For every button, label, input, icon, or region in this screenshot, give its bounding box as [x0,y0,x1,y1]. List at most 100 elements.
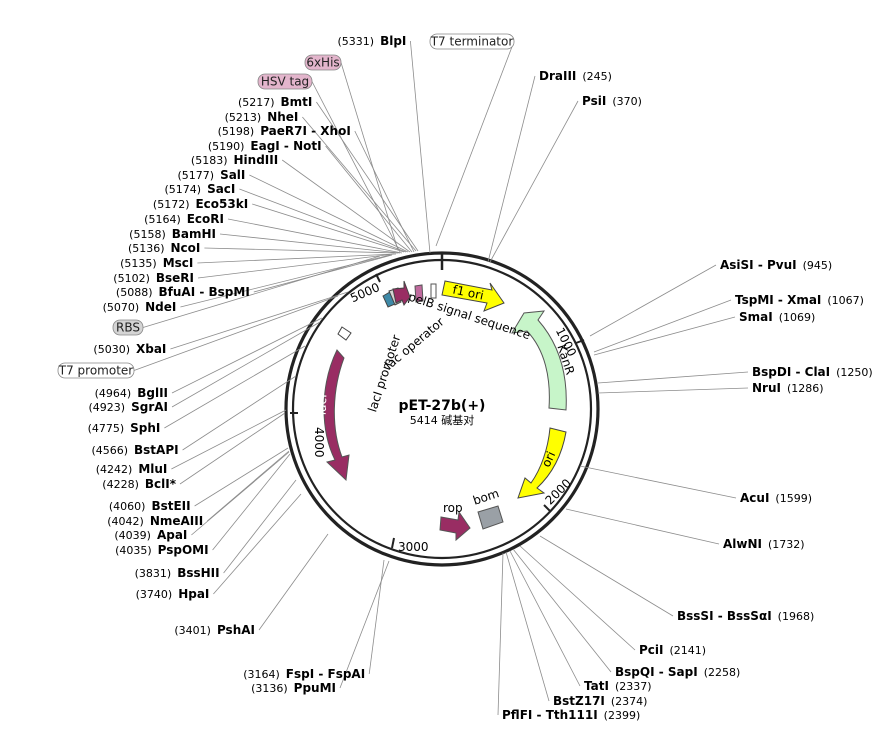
site-label-nmeaiii: (4042) NmeAIII [107,514,203,528]
site-label-bstz17i: BstZ17I (2374) [553,694,647,708]
tag-hsv: HSV tag [257,73,313,90]
site-label-eco53ki: (5172) Eco53kI [153,197,248,211]
leader-line [182,375,297,451]
leader-line [497,552,504,716]
site-label-bspdi-clai: BspDI - ClaI (1250) [752,365,873,379]
site-label-fspi-fspai: (3164) FspI - FspAI [243,667,365,681]
site-label-bsshii: (3831) BssHII [135,566,220,580]
leader-line [171,317,323,394]
leader-line [171,409,287,470]
leader-line [219,233,401,254]
feature-label-bom: bom [471,486,501,508]
leader-line [227,218,403,254]
feature-laci: lacI [315,349,350,482]
tick-4000: 4000 [290,412,326,458]
leader-line [593,299,732,353]
site-label-blpi: (5331) BlpI [337,34,406,48]
site-label-acui: AcuI (1599) [740,491,812,505]
site-label-saci: (5174) SacI [164,182,235,196]
leader-line [597,371,749,384]
site-label-bglii: (4964) BglII [95,386,168,400]
leader-line [239,188,407,253]
site-labels: DraIII (245) PsiI (370) AsiSI - PvuI (945) Tsp… [57,33,873,722]
feature-ori: ori [517,427,567,499]
site-label-psii: PsiI (370) [582,94,642,108]
leader-line [223,479,297,574]
tag-t7-promoter: T7 promoter [57,362,135,379]
site-label-bstapi: (4566) BstAPI [91,443,178,457]
feature-his-tags [382,280,411,308]
leader-line [204,247,399,254]
leader-line [252,203,405,253]
tick-2000: 2000 [543,476,574,512]
leader-line [340,62,399,251]
site-label-bsssi-bsss-i: BssSI - BssSαI (1968) [677,609,814,623]
tick-3000: 3000 [391,537,429,554]
leader-line [565,508,720,545]
leader-line [249,174,409,253]
site-label-paer7i-xhoi: (5198) PaeR7I - XhoI [218,124,351,138]
site-label-hindiii: (5183) HindIII [191,153,278,167]
site-label-tspmi-xmai: TspMI - XmaI (1067) [735,293,864,307]
leader-line [505,551,550,702]
leader-line [164,345,306,429]
leader-line [206,450,290,522]
leader-line [509,550,581,687]
site-label-draiii: DraIII (245) [539,69,612,83]
site-label-mlui: (4242) MluI [96,462,168,476]
leader-line [179,412,286,485]
leader-line [171,321,321,408]
site-label-bcli: (4228) BclI* [102,477,176,491]
site-label-ecori: (5164) EcoRI [144,212,224,226]
tag-rbs: RBS [112,319,144,336]
svg-text:T7 promoter: T7 promoter [58,364,134,378]
leader-lines [133,40,749,716]
site-label-pspomi: (4035) PspOMI [115,543,209,557]
site-label-smai: SmaI (1069) [739,310,815,324]
tick-label-5000: 5000 [348,280,382,305]
site-label-sgrai: (4923) SgrAI [89,400,168,414]
leader-line [194,447,289,507]
feature-label-ori: ori [539,449,558,469]
site-label-asisi-pvui: AsiSI - PvuI (945) [720,258,832,272]
site-label-nhei: (5213) NheI [225,110,299,124]
leader-line [593,316,736,356]
site-label-pshai: (3401) PshAI [174,623,255,637]
leader-line [133,295,339,371]
site-label-sphi: (4775) SphI [88,421,161,435]
leader-line [213,493,302,595]
leader-line [339,560,390,689]
tick-label-3000: 3000 [398,540,429,554]
tag-his6: 6xHis [304,54,342,71]
tick-5000: 5000 [348,273,382,305]
leader-line [170,291,349,350]
leader-line [539,535,674,617]
leader-line [489,100,579,263]
site-label-ppumi: (3136) PpuMI [251,681,336,695]
site-label-ndei: (5070) NdeI [103,300,177,314]
leader-line [519,545,636,651]
feature-label-f1-ori: f1 ori [451,282,485,302]
site-label-alwni: AlwNI (1732) [723,537,805,551]
leader-line [302,116,417,252]
svg-text:HSV tag: HSV tag [261,75,309,89]
plasmid-size: 5414 碱基对 [410,413,475,427]
site-label-apai: (4039) ApaI [114,528,187,542]
feature-bom: bom [471,486,504,530]
leader-line [212,453,291,551]
leader-line [410,40,431,254]
tag-t7-terminator: T7 terminator [429,33,515,50]
leader-line [281,159,411,253]
feature-label-laci: lacI [315,394,330,415]
site-label-sali: (5177) SalI [177,168,245,182]
site-label-pflfi-tth111i: PflFI - Tth111I (2399) [502,708,640,722]
site-label-ncoi: (5136) NcoI [128,241,200,255]
svg-text:6xHis: 6xHis [306,56,339,70]
leader-line [142,255,381,328]
leader-line [435,41,515,247]
svg-text:RBS: RBS [116,321,140,335]
leader-line [579,465,737,499]
feature-f1-ori: f1 ori [441,280,505,312]
site-label-msci: (5135) MscI [120,256,193,270]
